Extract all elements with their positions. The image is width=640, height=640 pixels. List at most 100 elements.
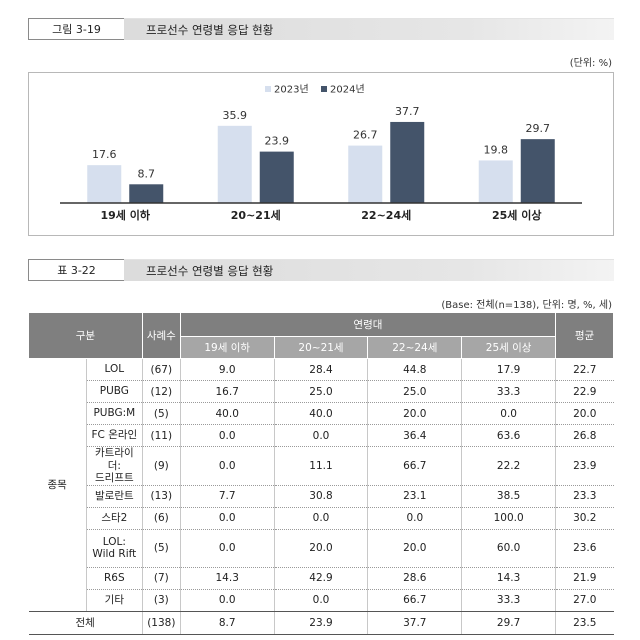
table-total-row: 전체 (138) 8.7 23.9 37.7 29.7 23.5 <box>28 611 614 635</box>
row-name-line1: 카트라이더: <box>95 447 134 472</box>
row-value: 0.0 <box>273 507 368 530</box>
row-value: 30.8 <box>273 485 368 508</box>
row-mean: 23.6 <box>555 529 614 568</box>
row-value: 25.0 <box>367 380 462 403</box>
data-label: 17.6 <box>92 148 117 161</box>
bar <box>87 165 122 203</box>
row-value: 36.4 <box>367 424 462 447</box>
row-value: 33.3 <box>461 589 556 612</box>
row-name: LOL <box>85 358 143 381</box>
row-name: 발로란트 <box>85 485 143 508</box>
table-row: 발로란트 (13) 7.7 30.8 23.1 38.5 23.3 <box>29 485 614 508</box>
row-cases: (11) <box>141 424 181 447</box>
total-value: 37.7 <box>367 611 462 635</box>
figure-title: 프로선수 연령별 응답 현황 <box>124 18 614 40</box>
row-value: 0.0 <box>461 402 556 425</box>
row-value: 63.6 <box>461 424 556 447</box>
table-base-note: (Base: 전체(n=138), 단위: 명, %, 세) <box>441 300 612 311</box>
row-name: LOL: Wild Rift <box>85 529 143 568</box>
bar <box>348 145 383 203</box>
row-value: 23.1 <box>367 485 462 508</box>
row-value: 60.0 <box>461 529 556 568</box>
legend-label: 2023년 <box>274 84 309 96</box>
total-mean: 23.5 <box>555 611 614 635</box>
header-age-2: 22~24세 <box>367 336 463 359</box>
row-name: FC 온라인 <box>85 424 143 447</box>
row-value: 22.2 <box>461 446 556 486</box>
header-group: 구분 <box>28 312 143 359</box>
data-label: 23.9 <box>265 135 290 148</box>
bar <box>520 139 555 203</box>
row-value: 7.7 <box>179 485 275 508</box>
bar <box>259 151 294 203</box>
row-value: 40.0 <box>179 402 275 425</box>
table-row: 종목 LOL (67) 9.0 28.4 44.8 17.9 22.7 <box>28 358 614 612</box>
row-value: 38.5 <box>461 485 556 508</box>
table-row: LOL: Wild Rift (5) 0.0 20.0 20.0 60.0 23… <box>29 529 614 568</box>
row-value: 33.3 <box>461 380 556 403</box>
table-caption: 표 3-22 프로선수 연령별 응답 현황 <box>28 259 614 281</box>
row-cases: (6) <box>141 507 181 530</box>
legend-swatch <box>321 86 327 92</box>
row-value: 20.0 <box>367 402 462 425</box>
legend-label: 2024년 <box>330 84 365 96</box>
legend-swatch <box>265 86 271 92</box>
table-row: 카트라이더: 드리프트 (9) 0.0 11.1 66.7 22.2 23.9 <box>29 446 614 486</box>
header-age-band: 연령대 <box>179 312 557 337</box>
row-value: 40.0 <box>273 402 368 425</box>
category-label: 22~24세 <box>361 208 411 222</box>
row-mean: 27.0 <box>555 589 614 612</box>
row-name: R6S <box>85 567 143 590</box>
figure-label: 그림 3-19 <box>28 18 124 40</box>
row-mean: 22.7 <box>555 358 614 381</box>
row-name: PUBG <box>85 380 143 403</box>
header-cases: 사례수 <box>141 312 181 359</box>
table-row: PUBG:M (5) 40.0 40.0 20.0 0.0 20.0 <box>29 402 614 425</box>
total-value: 29.7 <box>461 611 556 635</box>
row-value: 20.0 <box>273 529 368 568</box>
row-value: 0.0 <box>273 424 368 447</box>
bar <box>129 184 164 203</box>
row-cases: (12) <box>141 380 181 403</box>
bar <box>478 160 513 203</box>
bar <box>390 121 425 203</box>
table-row: 기타 (3) 0.0 0.0 66.7 33.3 27.0 <box>29 589 614 612</box>
table-row: FC 온라인 (11) 0.0 0.0 36.4 63.6 26.8 <box>29 424 614 447</box>
row-cases: (9) <box>141 446 181 486</box>
row-value: 66.7 <box>367 446 462 486</box>
row-value: 0.0 <box>367 507 462 530</box>
table-title: 프로선수 연령별 응답 현황 <box>124 259 614 281</box>
row-name: 기타 <box>85 589 143 612</box>
row-name-line2: Wild Rift <box>92 548 137 561</box>
row-mean: 20.0 <box>555 402 614 425</box>
row-value: 100.0 <box>461 507 556 530</box>
data-label: 37.7 <box>395 105 420 118</box>
header-age-0: 19세 이하 <box>179 336 275 359</box>
table-label: 표 3-22 <box>28 259 124 281</box>
age-distribution-table: 구분 사례수 연령대 평균 19세 이하 20~21세 22~24세 25세 이… <box>28 312 614 635</box>
data-label: 29.7 <box>526 122 551 135</box>
row-name: PUBG:M <box>85 402 143 425</box>
row-value: 25.0 <box>273 380 368 403</box>
row-value: 0.0 <box>179 589 275 612</box>
total-label: 전체 <box>28 611 143 635</box>
row-mean: 26.8 <box>555 424 614 447</box>
row-value: 28.6 <box>367 567 462 590</box>
data-label: 35.9 <box>223 109 248 122</box>
row-value: 17.9 <box>461 358 556 381</box>
row-value: 0.0 <box>179 424 275 447</box>
row-value: 0.0 <box>179 529 275 568</box>
total-cases: (138) <box>141 611 181 635</box>
row-value: 44.8 <box>367 358 462 381</box>
row-cases: (5) <box>141 529 181 568</box>
row-cases: (5) <box>141 402 181 425</box>
row-mean: 30.2 <box>555 507 614 530</box>
row-name-line1: LOL: <box>102 535 126 548</box>
header-mean: 평균 <box>555 312 614 359</box>
row-value: 0.0 <box>179 507 275 530</box>
total-value: 23.9 <box>273 611 368 635</box>
data-label: 26.7 <box>353 129 378 142</box>
row-value: 0.0 <box>179 446 275 486</box>
bar-chart-frame: 2023년 2024년 17.6 8.7 19세 이하 35.9 23.9 20~21세 26.… <box>28 72 614 236</box>
header-age-1: 20~21세 <box>273 336 369 359</box>
